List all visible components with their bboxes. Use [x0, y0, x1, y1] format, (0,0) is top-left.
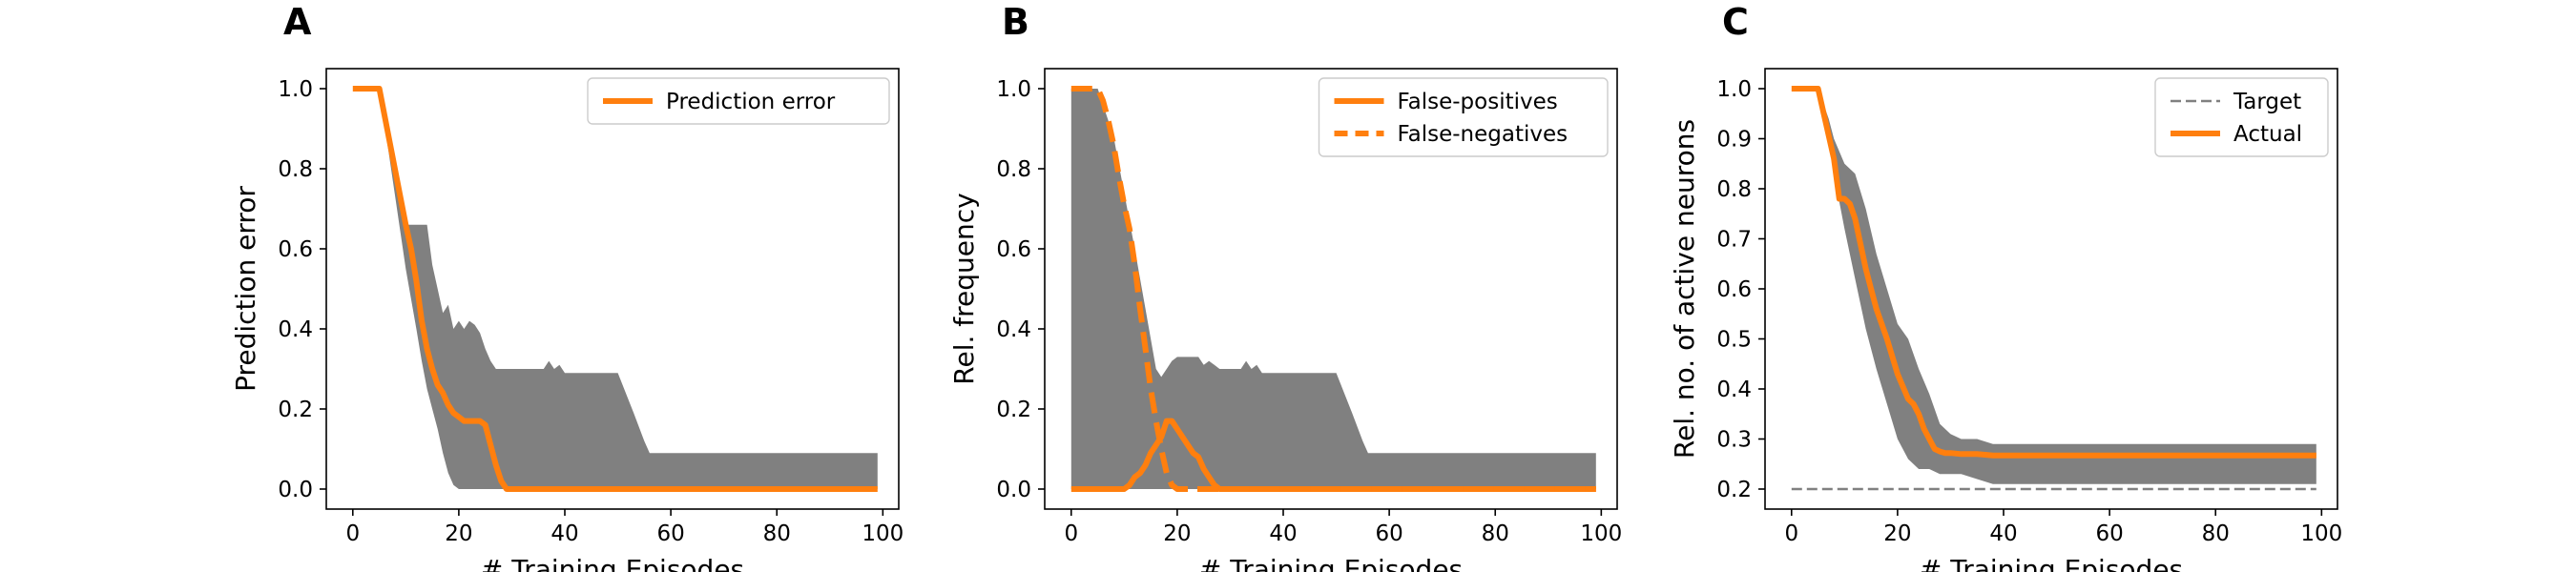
y-tick-label: 0.8	[1716, 177, 1752, 202]
x-tick-label: 60	[1375, 521, 1402, 546]
legend-label: Target	[2233, 90, 2301, 114]
y-tick-label: 0.2	[278, 398, 313, 422]
y-tick-label: 0.8	[996, 157, 1031, 182]
x-tick-label: 20	[445, 521, 472, 546]
x-tick-label: 100	[2300, 521, 2342, 546]
y-tick-label: 0.0	[996, 478, 1031, 502]
panel-a: A 0 20 40 60 80 100 0.0 0.2 0.4 0.6 0.8 1.0 # Trainin…	[230, 1, 904, 572]
legend-frame	[1318, 77, 1609, 157]
panel-b: B 0 20 40 60 80 100 0.0 0.2 0.4 0.6 0.8 1.0 # Trainin…	[948, 1, 1622, 572]
axes-frame	[1044, 68, 1618, 510]
x-tick-label: 60	[656, 521, 684, 546]
panel-letter: B	[1002, 1, 1029, 43]
plot-area	[1791, 86, 2316, 491]
y-tick-label: 0.6	[278, 237, 313, 262]
panel-letter: A	[283, 1, 312, 43]
y-tick-label: 1.0	[1716, 77, 1752, 102]
legend-frame	[587, 77, 890, 125]
y-tick-label: 0.6	[1716, 277, 1752, 302]
x-tick-label: 80	[1482, 521, 1509, 546]
y-tick-label: 0.0	[278, 478, 313, 502]
y-tick-label: 0.7	[1716, 228, 1752, 253]
series-line-prediction-error	[352, 86, 878, 492]
y-axis-label: Rel. frequency	[948, 193, 980, 384]
y-tick-label: 1.0	[278, 77, 313, 102]
x-tick-label: 80	[2202, 521, 2230, 546]
legend-label: False-positives	[1398, 90, 1558, 114]
x-tick-label: 40	[1989, 521, 2017, 546]
x-axis-label: # Training Episodes	[1199, 554, 1463, 572]
x-tick-label: 60	[2095, 521, 2123, 546]
plot-area	[1070, 86, 1596, 492]
x-tick-label: 0	[1064, 521, 1078, 546]
legend-label: False-negatives	[1398, 122, 1568, 147]
series-line-actual	[1791, 86, 2316, 459]
legend-label: Actual	[2233, 122, 2302, 147]
y-tick-label: 0.2	[996, 398, 1031, 422]
panel-letter: C	[1722, 1, 1749, 43]
y-tick-label: 0.5	[1716, 328, 1752, 353]
x-tick-label: 0	[1784, 521, 1798, 546]
y-tick-label: 0.4	[996, 317, 1031, 342]
y-tick-label: 0.6	[996, 237, 1031, 262]
range-band	[1070, 89, 1596, 489]
x-tick-label: 80	[763, 521, 791, 546]
range-band	[1791, 89, 2316, 484]
x-tick-label: 40	[1269, 521, 1297, 546]
y-tick-label: 1.0	[996, 77, 1031, 102]
legend-label: Prediction error	[666, 90, 836, 114]
x-tick-label: 40	[551, 521, 578, 546]
panel-c: C 0 20 40 60 80 100 0.2 0.3 0.4 0.5 0.6 0.7 0.8 0.9 1.0…	[1669, 1, 2342, 572]
x-axis-label: # Training Episodes	[1920, 554, 2183, 572]
x-tick-label: 0	[345, 521, 360, 546]
y-axis-label: Rel. no. of active neurons	[1669, 119, 1700, 459]
axes-frame	[325, 68, 900, 510]
x-axis-label: # Training Episodes	[481, 554, 744, 572]
range-band	[352, 89, 878, 489]
legend: False-positives False-negatives	[1318, 77, 1609, 157]
y-tick-label: 0.3	[1716, 428, 1752, 453]
y-tick-label: 0.4	[1716, 378, 1752, 402]
series-line-false-negatives	[1070, 86, 1596, 492]
legend: Prediction error	[587, 77, 890, 125]
y-tick-label: 0.9	[1716, 128, 1752, 153]
legend: Target Actual	[2154, 77, 2329, 157]
x-tick-label: 100	[862, 521, 904, 546]
y-axis-label: Prediction error	[230, 186, 261, 392]
y-tick-label: 0.4	[278, 317, 313, 342]
plot-area	[352, 86, 878, 492]
legend-frame	[2154, 77, 2329, 157]
x-tick-label: 20	[1883, 521, 1911, 546]
x-tick-label: 20	[1163, 521, 1191, 546]
y-tick-label: 0.2	[1716, 478, 1752, 502]
y-tick-label: 0.8	[278, 157, 313, 182]
x-tick-label: 100	[1580, 521, 1622, 546]
